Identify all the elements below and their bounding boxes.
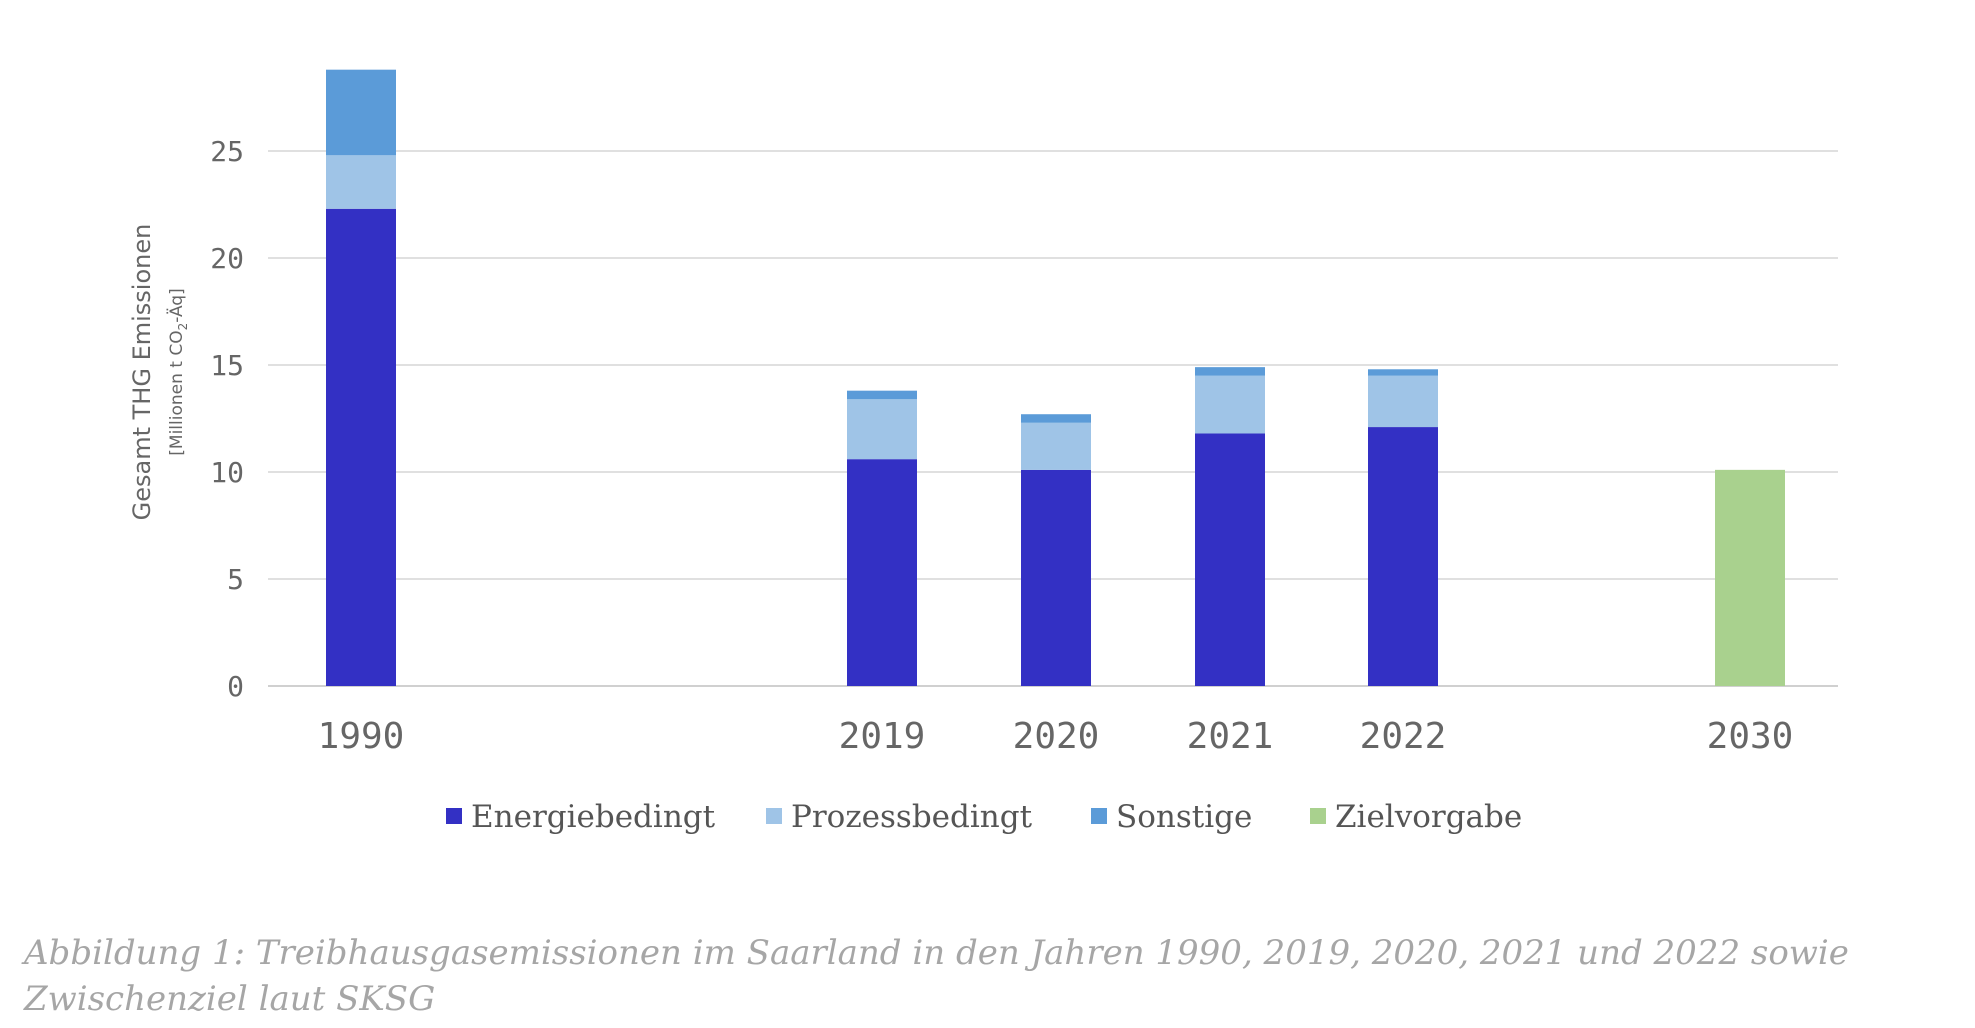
y-axis-label-group: Gesamt THG Emissionen [Millionen t CO2-Ä…: [128, 224, 190, 521]
x-tick-label: 2021: [1187, 716, 1274, 757]
bar-segment: [1021, 469, 1091, 686]
bar-segment: [1021, 422, 1091, 470]
y-axis-unit-subscript: 2: [176, 323, 190, 331]
bar-segment: [326, 155, 396, 209]
legend-label: Sonstige: [1116, 799, 1252, 835]
x-tick-label: 2020: [1013, 716, 1100, 757]
y-axis-unit: [Millionen t CO2-Äq]: [166, 288, 190, 455]
x-tick-label: 2030: [1707, 716, 1794, 757]
y-tick-label: 10: [210, 456, 244, 489]
bar-segment: [1368, 375, 1438, 428]
figure-caption: Abbildung 1: Treibhausgasemissionen im S…: [24, 933, 1849, 1019]
bar-segment: [847, 390, 917, 400]
bar-segment: [847, 399, 917, 460]
y-axis-unit-suffix: -Äq]: [166, 288, 187, 323]
legend-label: Zielvorgabe: [1335, 799, 1522, 835]
x-tick-label: 2022: [1360, 716, 1447, 757]
bar-segment: [1368, 427, 1438, 686]
y-axis-label: Gesamt THG Emissionen: [128, 224, 156, 521]
bar-segment: [326, 69, 396, 156]
legend-label: Energiebedingt: [471, 799, 716, 835]
legend-swatch: [766, 808, 782, 824]
legend-swatch: [1310, 808, 1326, 824]
legend-swatch: [446, 808, 462, 824]
y-tick-label: 0: [227, 670, 244, 703]
chart-svg: 0 5 10 15 20 25 1990 2019 2020 2021 2022 2030 Gesa…: [128, 69, 1838, 835]
y-tick-label: 15: [210, 349, 244, 382]
legend: Energiebedingt Prozessbedingt Sonstige Ziel…: [446, 799, 1522, 835]
bar-segment: [1368, 369, 1438, 376]
y-tick-label: 20: [210, 242, 244, 275]
x-tick-labels: 1990 2019 2020 2021 2022 2030: [318, 716, 1794, 757]
bar-segment: [1195, 367, 1265, 376]
x-tick-label: 2019: [839, 716, 926, 757]
y-tick-label: 5: [227, 563, 244, 596]
y-tick-label: 25: [210, 135, 244, 168]
bar-segment: [1195, 433, 1265, 686]
bar-segment: [326, 208, 396, 686]
bar-segment: [1195, 375, 1265, 434]
y-tick-labels: 0 5 10 15 20 25: [210, 135, 244, 703]
bar-segment: [1715, 469, 1785, 686]
bar-segment: [847, 459, 917, 686]
legend-label: Prozessbedingt: [791, 799, 1033, 835]
bars: [326, 69, 1785, 686]
bar-segment: [1021, 414, 1091, 423]
x-tick-label: 1990: [318, 716, 405, 757]
legend-swatch: [1091, 808, 1107, 824]
y-axis-unit-prefix: [Millionen t CO: [167, 330, 187, 455]
